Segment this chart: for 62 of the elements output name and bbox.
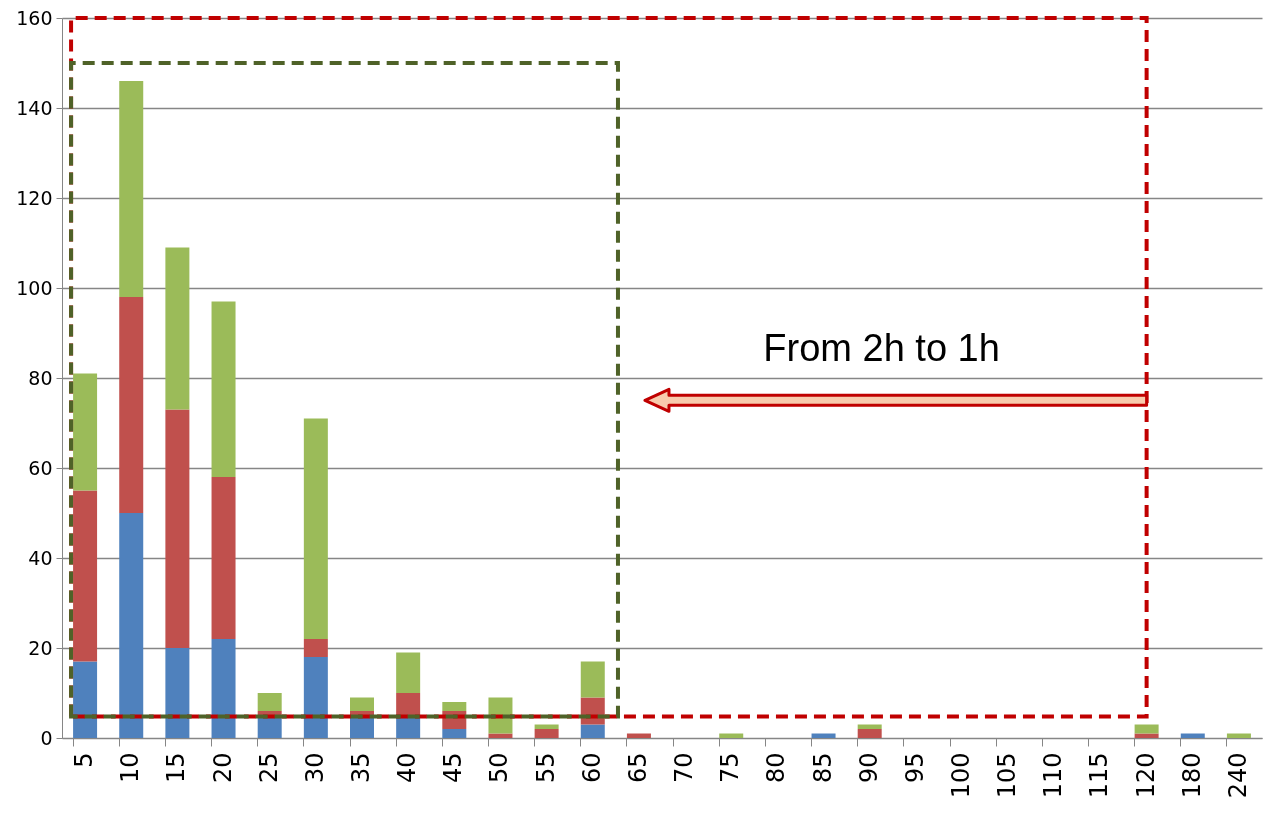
bar [73, 373, 98, 491]
x-tick-label: 110 [1039, 752, 1068, 799]
y-tick-label: 40 [28, 546, 53, 569]
x-tick-label: 65 [623, 752, 652, 784]
bar [211, 477, 236, 639]
x-tick-label: 40 [393, 752, 422, 784]
x-tick-label: 70 [670, 752, 699, 784]
x-tick-label: 55 [531, 752, 560, 784]
bar [119, 513, 144, 738]
bar [857, 729, 882, 738]
x-tick-label: 25 [254, 752, 283, 784]
y-tick-label: 20 [28, 636, 53, 659]
x-tick-label: 5 [70, 752, 99, 768]
bar [534, 729, 559, 738]
x-tick-label: 115 [1085, 752, 1114, 799]
bar [211, 639, 236, 738]
x-tick-label: 85 [808, 752, 837, 784]
bar [350, 697, 374, 711]
bar [119, 297, 144, 513]
y-tick-label: 100 [16, 276, 53, 299]
y-tick-label: 120 [16, 186, 53, 209]
x-tick-label: 15 [162, 752, 191, 784]
bar [396, 693, 421, 716]
bar [165, 247, 190, 410]
x-tick-label: 35 [347, 752, 375, 784]
bar [442, 702, 467, 711]
bar [396, 652, 421, 693]
bar [73, 490, 98, 662]
y-tick-label: 0 [40, 726, 53, 749]
x-tick-label: 45 [439, 752, 468, 784]
x-tick-label: 90 [854, 752, 883, 784]
x-tick-label: 60 [577, 752, 606, 784]
x-tick-label: 100 [947, 752, 975, 799]
bar [1134, 724, 1159, 734]
annotation: From 2h to 1h [763, 326, 1000, 369]
bar [211, 301, 236, 477]
bar [442, 729, 467, 738]
bar [303, 657, 328, 738]
bar [165, 648, 190, 738]
bar [165, 409, 190, 648]
bar [73, 661, 98, 738]
y-tick-label: 140 [16, 96, 53, 119]
y-tick-label: 160 [16, 6, 53, 29]
x-tick-label: 180 [1177, 752, 1206, 799]
y-tick-label: 60 [28, 456, 53, 479]
x-tick-label: 75 [716, 752, 745, 784]
x-tick-label: 80 [762, 752, 791, 784]
bar [303, 418, 328, 639]
x-tick-label: 30 [300, 752, 329, 784]
bar [580, 661, 605, 698]
x-tick-label: 120 [1131, 752, 1160, 799]
x-tick-label: 50 [485, 752, 514, 784]
x-tick-label: 240 [1223, 752, 1252, 799]
bar [119, 81, 144, 297]
x-tick-label: 20 [208, 752, 237, 784]
bar [303, 639, 328, 657]
bar [580, 724, 605, 738]
bar [257, 693, 282, 711]
y-tick-label: 80 [28, 366, 53, 389]
x-tick-label: 105 [993, 752, 1022, 799]
x-tick-label: 10 [116, 752, 145, 784]
x-tick-label: 95 [900, 752, 929, 784]
